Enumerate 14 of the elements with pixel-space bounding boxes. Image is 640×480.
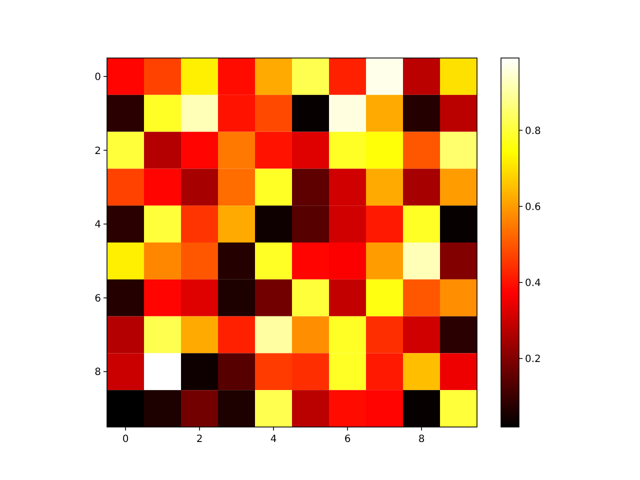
x-tick-label: 8 — [418, 434, 425, 445]
color-bar-label: 0.2 — [525, 354, 541, 366]
x-tick-label: 4 — [270, 434, 277, 445]
x-tick-label: 2 — [196, 434, 203, 445]
x-tick-label: 0 — [122, 434, 129, 445]
y-tick-label: 4 — [94, 220, 101, 231]
color-bar-label: 0.6 — [525, 202, 541, 213]
y-tick-label: 2 — [94, 146, 101, 157]
y-tick-label: 6 — [94, 293, 101, 304]
y-tick-label: 8 — [94, 367, 101, 378]
color-bar-label: 0.4 — [525, 278, 541, 289]
color-bar-label: 0.8 — [525, 126, 541, 137]
x-tick-label: 6 — [344, 434, 351, 445]
y-tick-label: 0 — [94, 72, 101, 83]
